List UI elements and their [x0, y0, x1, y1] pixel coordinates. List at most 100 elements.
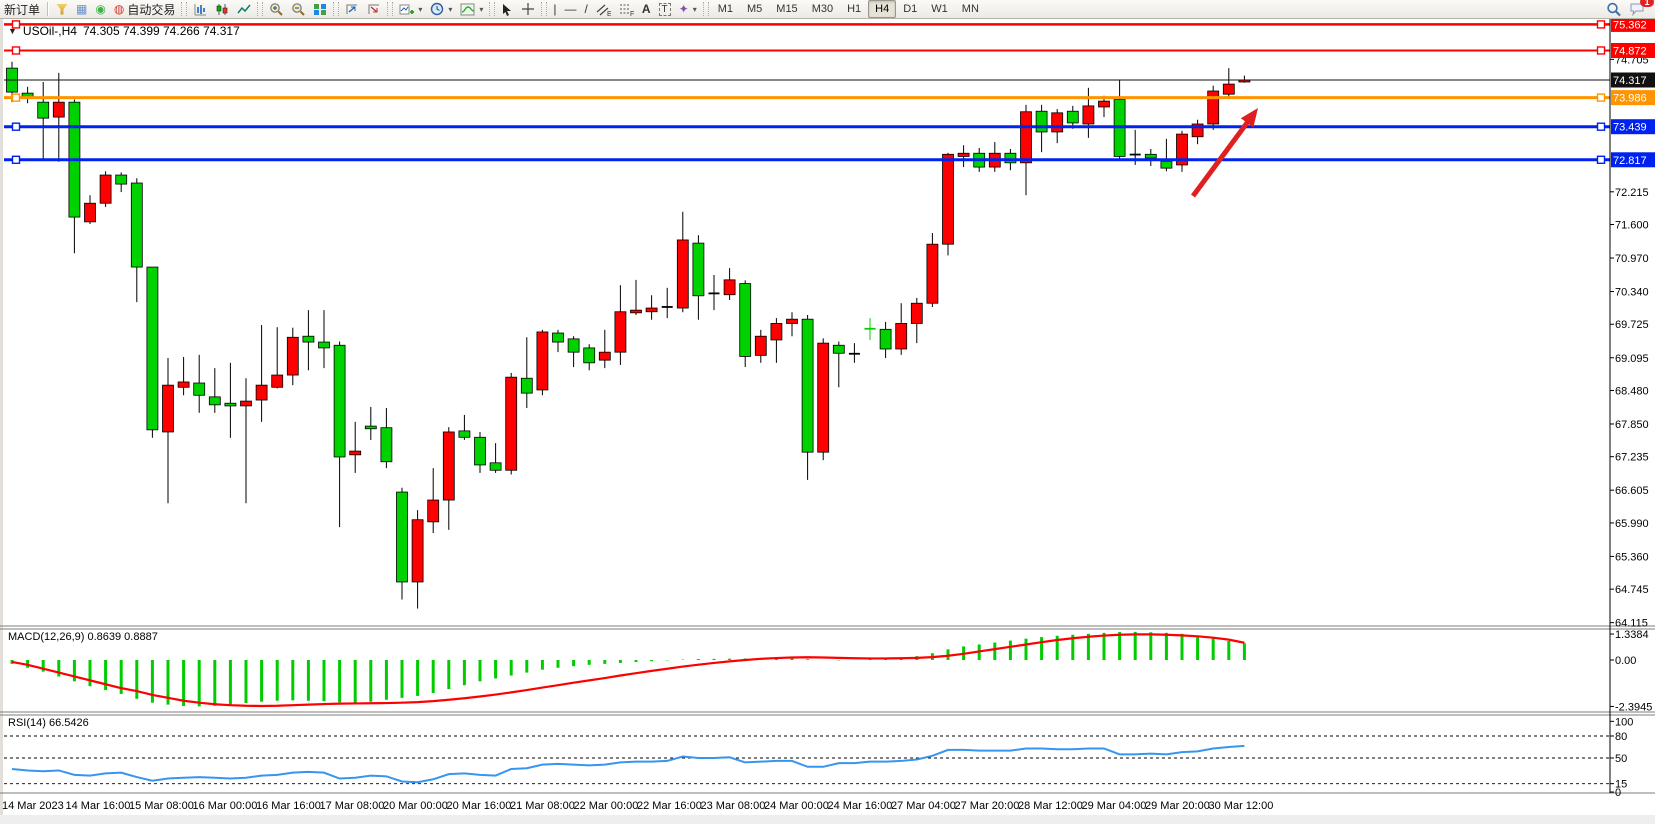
line-handle[interactable]: [11, 122, 21, 131]
price-badge: [1611, 152, 1655, 168]
profiles-button[interactable]: ▾: [426, 1, 456, 17]
text-icon: A: [641, 2, 651, 16]
data-window-button[interactable]: ▦: [72, 1, 91, 17]
line-chart-icon: [237, 4, 251, 13]
line-handle[interactable]: [11, 46, 21, 55]
price-badge: [1611, 42, 1655, 58]
candle-up: [1207, 90, 1220, 125]
time-tick-label: 14 Mar 16:00: [66, 800, 131, 812]
signals-button[interactable]: ◉: [91, 1, 109, 17]
cascade-charts-button[interactable]: [363, 1, 385, 17]
candle-up: [910, 302, 923, 324]
cursor-button[interactable]: [497, 1, 517, 17]
candle-down: [333, 344, 346, 458]
svg-text:E: E: [607, 11, 611, 16]
line-handle[interactable]: [1596, 93, 1606, 102]
search-button[interactable]: [1602, 1, 1625, 17]
candle-up: [598, 351, 611, 361]
candle-up: [645, 307, 658, 313]
candle-down: [302, 335, 315, 343]
notifications-button[interactable]: 1: [1625, 0, 1654, 17]
timeframe-m30-button[interactable]: M30: [811, 3, 834, 15]
arrows-button[interactable]: ✦ ▾: [675, 1, 701, 17]
candle-down: [396, 491, 408, 583]
svg-text:F: F: [630, 11, 634, 16]
arrow-head[interactable]: [1240, 108, 1258, 128]
candle-up: [271, 374, 284, 388]
candle-down: [1144, 153, 1157, 159]
candlestick-chart-button[interactable]: [211, 1, 233, 17]
timeframe-m15-button[interactable]: M15: [776, 3, 798, 15]
fibonacci-button[interactable]: F: [615, 1, 638, 17]
zoom-out-button[interactable]: [287, 1, 309, 17]
line-handle[interactable]: [1596, 122, 1606, 131]
timeframe-m1-button[interactable]: M1: [717, 3, 733, 15]
candle-down: [520, 377, 533, 394]
candle-up: [630, 309, 642, 314]
candle-up: [614, 311, 627, 353]
timeframe-d1-button[interactable]: D1: [903, 3, 918, 15]
time-tick-label: 20 Mar 16:00: [447, 800, 512, 812]
price-tick-label: 64.745: [1615, 584, 1649, 596]
line-handle[interactable]: [11, 93, 21, 102]
line-handle[interactable]: [1596, 20, 1606, 29]
chevron-down-icon: ▾: [418, 4, 423, 14]
market-watch-button[interactable]: [52, 1, 72, 17]
text-button[interactable]: A: [638, 1, 655, 17]
tile-windows-button[interactable]: [309, 1, 331, 17]
price-tick-label: 66.605: [1615, 485, 1649, 497]
crosshair-button[interactable]: [517, 1, 539, 17]
arrange-charts-button[interactable]: [341, 1, 363, 17]
line-handle[interactable]: [11, 20, 21, 29]
candle-down: [37, 101, 50, 119]
text-label-button[interactable]: T: [655, 1, 675, 17]
candle-down: [583, 347, 596, 364]
candle-up: [723, 279, 736, 296]
candle-down: [1066, 110, 1079, 124]
candle-down: [115, 174, 128, 185]
trendline-button[interactable]: /: [581, 1, 592, 17]
price-tick-label: 69.095: [1615, 353, 1649, 365]
tile-windows-icon: [314, 3, 327, 15]
one-click-dropdown-icon[interactable]: ▼: [8, 26, 17, 36]
timeframe-h4-button[interactable]: H4: [868, 0, 897, 18]
candle-down: [1035, 110, 1048, 133]
horizontal-line-button[interactable]: —: [561, 1, 581, 17]
timeframe-mn-button[interactable]: MN: [961, 3, 979, 15]
indicators-button[interactable]: ▾: [456, 1, 487, 17]
notification-badge: 1: [1640, 0, 1654, 7]
zoom-in-button[interactable]: [265, 1, 287, 17]
line-chart-button[interactable]: [233, 1, 255, 17]
candle-up: [349, 450, 362, 456]
bar-chart-button[interactable]: [189, 1, 211, 17]
indicators-icon: [460, 3, 475, 15]
timeframe-w1-button[interactable]: W1: [931, 3, 948, 15]
new-chart-icon: [399, 4, 415, 14]
channel-button[interactable]: E: [592, 1, 615, 17]
arrow-annotation[interactable]: [1190, 114, 1255, 198]
candle-down: [130, 182, 143, 268]
price-tick-label: 65.360: [1615, 551, 1649, 563]
fibonacci-icon: F: [619, 4, 634, 16]
new-order-button[interactable]: 新订单: [0, 1, 44, 17]
candle-up: [1051, 112, 1064, 133]
candle-up: [286, 336, 299, 376]
rsi-tick-label: 100: [1615, 716, 1633, 728]
autotrading-button[interactable]: ◍ 自动交易: [110, 1, 180, 17]
price-badge-label: 72.817: [1613, 155, 1647, 167]
rsi-tick-label: 50: [1615, 753, 1627, 765]
price-tick-label: 67.235: [1615, 452, 1649, 464]
timeframe-m5-button[interactable]: M5: [747, 3, 763, 15]
candle-down: [1160, 160, 1173, 169]
line-handle[interactable]: [11, 155, 21, 164]
candle-down: [193, 382, 206, 396]
new-chart-button[interactable]: ▾: [395, 1, 426, 17]
timeframe-h1-button[interactable]: H1: [847, 3, 862, 15]
crosshair-icon: [522, 3, 535, 15]
line-handle[interactable]: [1596, 46, 1606, 55]
vertical-line-button[interactable]: |: [549, 1, 560, 17]
line-handle[interactable]: [1596, 155, 1606, 164]
chevron-down-icon: ▾: [479, 4, 484, 14]
rsi-tick-label: 15: [1615, 779, 1627, 791]
